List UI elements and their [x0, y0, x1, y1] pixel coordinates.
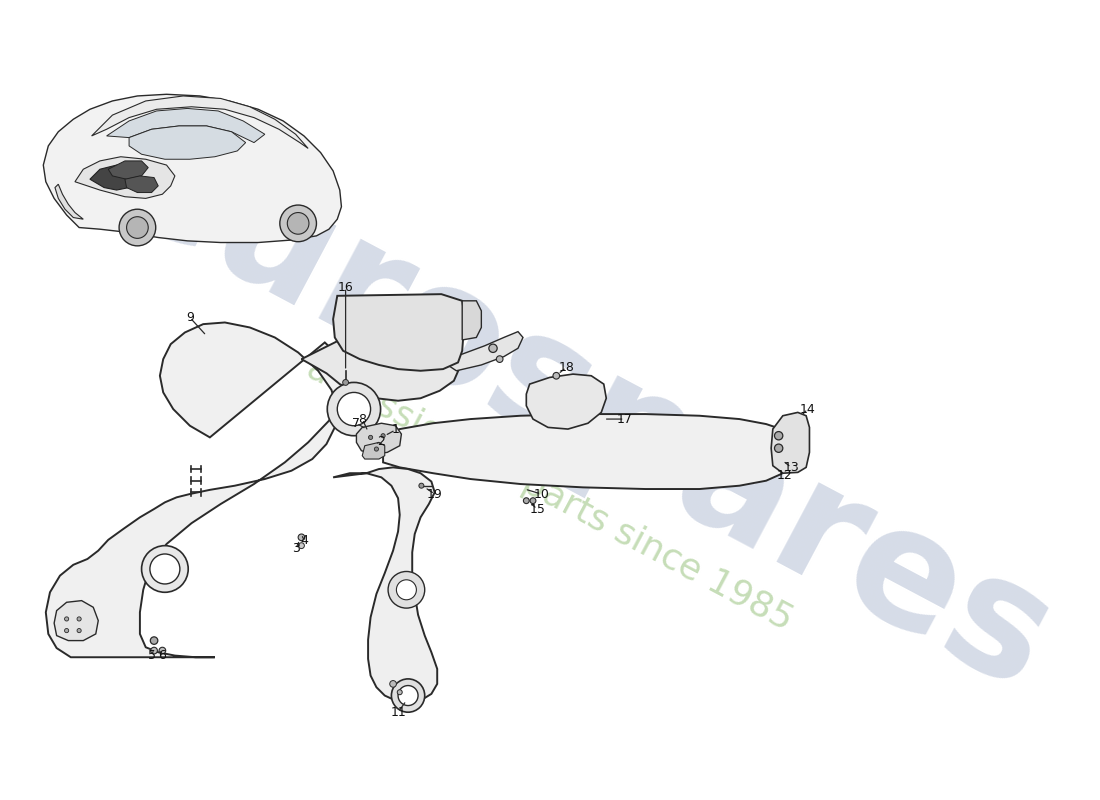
- Circle shape: [77, 617, 81, 621]
- Polygon shape: [125, 176, 158, 193]
- Text: 3: 3: [292, 542, 299, 555]
- Circle shape: [298, 534, 305, 541]
- Circle shape: [338, 393, 371, 426]
- Text: 13: 13: [783, 461, 799, 474]
- Circle shape: [392, 679, 425, 712]
- Text: 7: 7: [352, 417, 361, 430]
- Polygon shape: [333, 467, 437, 702]
- Text: 4: 4: [300, 534, 308, 547]
- Circle shape: [368, 435, 373, 439]
- Polygon shape: [441, 332, 522, 370]
- Circle shape: [65, 629, 68, 633]
- Circle shape: [389, 681, 396, 687]
- Text: 14: 14: [800, 402, 816, 415]
- Text: 1: 1: [392, 423, 399, 436]
- Text: 2: 2: [377, 435, 385, 448]
- Circle shape: [419, 483, 424, 488]
- Circle shape: [142, 546, 188, 592]
- Polygon shape: [356, 423, 402, 454]
- Circle shape: [553, 373, 560, 379]
- Circle shape: [65, 617, 68, 621]
- Circle shape: [774, 444, 783, 452]
- Circle shape: [381, 434, 385, 438]
- Circle shape: [119, 210, 156, 246]
- Text: 11: 11: [390, 706, 406, 718]
- Text: 10: 10: [534, 487, 549, 501]
- Polygon shape: [90, 165, 133, 190]
- Text: 15: 15: [529, 502, 546, 515]
- Circle shape: [151, 647, 157, 654]
- Circle shape: [160, 647, 166, 654]
- Text: 9: 9: [186, 311, 194, 324]
- Circle shape: [398, 686, 418, 706]
- Circle shape: [388, 571, 425, 608]
- Text: 19: 19: [427, 487, 442, 501]
- Circle shape: [488, 344, 497, 353]
- Polygon shape: [771, 413, 810, 474]
- Circle shape: [287, 213, 309, 234]
- Polygon shape: [54, 601, 98, 641]
- Circle shape: [151, 637, 157, 644]
- Circle shape: [126, 217, 148, 238]
- Text: 18: 18: [559, 361, 574, 374]
- Circle shape: [328, 382, 381, 436]
- Polygon shape: [55, 184, 84, 219]
- Polygon shape: [333, 294, 464, 370]
- Text: 5: 5: [147, 649, 155, 662]
- Circle shape: [150, 554, 180, 584]
- Circle shape: [298, 542, 305, 549]
- Circle shape: [524, 498, 529, 503]
- Text: 16: 16: [338, 281, 353, 294]
- Polygon shape: [91, 96, 308, 149]
- Circle shape: [279, 205, 317, 242]
- Polygon shape: [107, 109, 265, 142]
- Polygon shape: [526, 374, 606, 429]
- Circle shape: [396, 580, 417, 600]
- Text: a passion for parts since 1985: a passion for parts since 1985: [300, 351, 799, 637]
- Circle shape: [343, 379, 349, 386]
- Circle shape: [530, 498, 536, 503]
- Polygon shape: [108, 161, 148, 179]
- Text: 12: 12: [777, 470, 792, 482]
- Text: 8: 8: [359, 413, 366, 426]
- Text: eurospares: eurospares: [88, 98, 1078, 724]
- Circle shape: [774, 431, 783, 440]
- Polygon shape: [362, 442, 385, 459]
- Circle shape: [397, 690, 403, 694]
- Circle shape: [77, 629, 81, 633]
- Polygon shape: [43, 94, 341, 242]
- Polygon shape: [383, 414, 793, 489]
- Polygon shape: [462, 301, 482, 340]
- Polygon shape: [129, 126, 245, 159]
- Polygon shape: [301, 336, 460, 401]
- Text: 17: 17: [617, 413, 632, 426]
- Circle shape: [496, 356, 503, 362]
- Circle shape: [374, 447, 378, 451]
- Polygon shape: [46, 322, 345, 658]
- Text: 6: 6: [158, 649, 166, 662]
- Polygon shape: [75, 157, 175, 198]
